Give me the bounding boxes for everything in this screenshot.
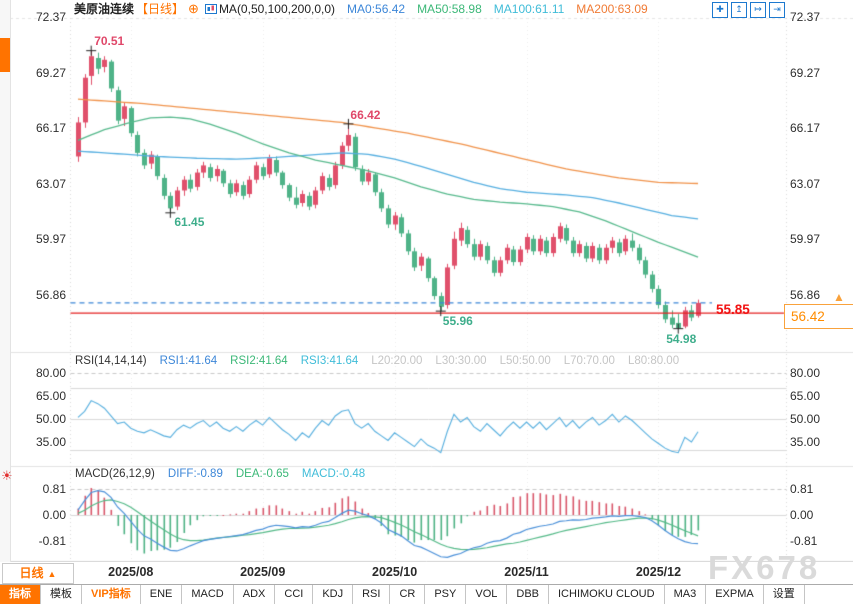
ma-value: MA50:58.98 bbox=[417, 2, 482, 16]
month-label: 2025/12 bbox=[635, 565, 682, 579]
price-axis-label-left: 69.27 bbox=[35, 65, 66, 80]
ma-value: MA0:56.42 bbox=[347, 2, 406, 16]
macd-header: MACD(26,12,9) DIFF:-0.89 DEA:-0.65 MACD:-0.… bbox=[75, 468, 365, 480]
rsi-header-item: RSI(14,14,14) bbox=[75, 355, 147, 367]
month-label: 2025/08 bbox=[108, 565, 154, 579]
price-axis-label-right: 66.17 bbox=[790, 121, 821, 136]
tab-expma[interactable]: EXPMA bbox=[706, 585, 764, 604]
tab-rsi[interactable]: RSI bbox=[353, 585, 391, 604]
tab-设置[interactable]: 设置 bbox=[764, 585, 805, 604]
high-annotation: 66.42 bbox=[350, 107, 381, 122]
price-axis-label-left: 72.37 bbox=[35, 10, 66, 25]
ma-value: MA100:61.11 bbox=[493, 2, 565, 16]
tab-vol[interactable]: VOL bbox=[466, 585, 508, 604]
macd-axis-label-right: 0.00 bbox=[790, 508, 814, 522]
tab-psy[interactable]: PSY bbox=[425, 585, 467, 604]
add-compare-icon[interactable]: ⊕ bbox=[188, 1, 199, 16]
rsi-axis-label-left: 50.00 bbox=[35, 411, 66, 426]
hot-settings-sun-icon[interactable]: ☀ bbox=[1, 468, 13, 483]
rsi-axis-label-left: 35.00 bbox=[35, 434, 66, 449]
rsi-header-item: RSI3:41.64 bbox=[300, 355, 359, 367]
month-label: 2025/09 bbox=[240, 565, 286, 579]
rsi-header-item: L30:30.00 bbox=[435, 355, 487, 367]
rsi-header-item: RSI1:41.64 bbox=[159, 355, 218, 367]
left-toolbar-rail bbox=[0, 0, 11, 562]
period-selector[interactable]: 日线 ▲ bbox=[2, 563, 74, 584]
triangle-up-icon: ▲ bbox=[47, 569, 57, 579]
low-annotation: 55.96 bbox=[442, 314, 473, 329]
price-axis-label-right: 63.07 bbox=[790, 176, 821, 191]
tab-指标[interactable]: 指标 bbox=[0, 585, 41, 604]
tab-dbb[interactable]: DBB bbox=[507, 585, 549, 604]
price-axis-label-left: 56.86 bbox=[35, 288, 66, 302]
macd-axis-label-left: 0.00 bbox=[42, 508, 66, 522]
rsi-axis-label-right: 50.00 bbox=[790, 411, 821, 426]
pan-crosshair-icon[interactable]: ✚ bbox=[712, 2, 728, 18]
tab-kdj[interactable]: KDJ bbox=[313, 585, 354, 604]
tab-ene[interactable]: ENE bbox=[141, 585, 183, 604]
price-axis-label-right: 56.86 bbox=[790, 288, 821, 302]
rsi-axis-label-right: 80.00 bbox=[790, 366, 821, 380]
symbol-name: 美原油连续 bbox=[74, 2, 135, 16]
month-label: 2025/11 bbox=[504, 565, 549, 579]
macd-axis-label-right: -0.81 bbox=[790, 534, 818, 548]
price-axis-label-left: 66.17 bbox=[35, 121, 66, 136]
tab-vip指标[interactable]: VIP指标 bbox=[82, 585, 141, 604]
macd-header-item: MACD(26,12,9) bbox=[75, 468, 155, 480]
price-axis-label-right: 69.27 bbox=[790, 65, 821, 80]
ma-settings-label: MA(0,50,100,200,0,0) bbox=[218, 2, 336, 16]
rsi-header-item: L80:80.00 bbox=[627, 355, 680, 367]
rsi-axis-label-left: 65.00 bbox=[35, 388, 66, 403]
macd-axis-label-right: 0.81 bbox=[790, 481, 814, 496]
price-up-arrow-icon: ▲ bbox=[833, 290, 845, 304]
kline-icon bbox=[204, 1, 217, 19]
tab-ma3[interactable]: MA3 bbox=[665, 585, 707, 604]
period-label: 日线 bbox=[19, 566, 44, 580]
price-axis-label-left: 59.97 bbox=[35, 232, 66, 247]
rsi-header-item: RSI2:41.64 bbox=[230, 355, 288, 367]
price-axis-label-right: 72.37 bbox=[790, 10, 821, 25]
tab-macd[interactable]: MACD bbox=[182, 585, 234, 604]
watermark: FX678 bbox=[708, 549, 821, 586]
ma-value: MA200:63.09 bbox=[576, 2, 648, 16]
timeline-row: 日线 ▲ 2025/08 2025/09 2025/10 2025/11 2025/12 bbox=[0, 562, 853, 584]
indicator-tab-bar: 指标 模板 VIP指标 ENE MACD ADX CCI KDJ RSI CR PSY VOL DBB I… bbox=[0, 584, 853, 604]
price-axis-label-left: 63.07 bbox=[35, 176, 66, 191]
macd-header-item: DEA:-0.65 bbox=[235, 468, 289, 480]
tab-ichimoku-cloud[interactable]: ICHIMOKU CLOUD bbox=[549, 585, 665, 604]
rsi-axis-label-left: 80.00 bbox=[35, 366, 66, 380]
tab-模板[interactable]: 模板 bbox=[41, 585, 82, 604]
high-annotation: 70.51 bbox=[94, 33, 125, 48]
macd-header-item: DIFF:-0.89 bbox=[167, 468, 223, 480]
hline-price-label[interactable]: 55.85 bbox=[716, 302, 750, 317]
macd-header-item: MACD:-0.48 bbox=[301, 468, 366, 480]
price-axis-label-right: 59.97 bbox=[790, 232, 821, 247]
exit-restore-icon[interactable]: ⇥ bbox=[769, 2, 785, 18]
macd-axis-label-left: -0.81 bbox=[38, 534, 66, 548]
macd-axis-label-left: 0.81 bbox=[42, 481, 66, 496]
tab-adx[interactable]: ADX bbox=[234, 585, 276, 604]
month-label: 2025/10 bbox=[372, 565, 418, 579]
rsi-header-item: L70:70.00 bbox=[563, 355, 615, 367]
chart-header: 美原油连续 【日线】 ⊕ MA(0,50,100,200,0,0) MA0:56.42 M… bbox=[74, 0, 648, 18]
rsi-header: RSI(14,14,14) RSI1:41.64 RSI2:41.64 RSI3:41… bbox=[75, 355, 679, 367]
chart-toolbar: ✚ ↥ ↦ ⇥ bbox=[712, 2, 785, 18]
scale-x-axis-icon[interactable]: ↦ bbox=[750, 2, 766, 18]
rsi-axis-label-right: 65.00 bbox=[790, 388, 821, 403]
rsi-axis-label-right: 35.00 bbox=[790, 434, 821, 449]
drawing-tool-handle[interactable] bbox=[0, 38, 10, 72]
tab-cr[interactable]: CR bbox=[390, 585, 426, 604]
rsi-header-item: L50:50.00 bbox=[499, 355, 551, 367]
tab-cci[interactable]: CCI bbox=[275, 585, 314, 604]
low-annotation: 54.98 bbox=[666, 331, 697, 346]
period-tag: 【日线】 bbox=[136, 2, 185, 16]
low-annotation: 61.45 bbox=[174, 214, 205, 229]
ma-values: MA0:56.42 MA50:58.98 MA100:61.11 MA200:63.0… bbox=[335, 2, 648, 16]
last-price-tag: 56.42 bbox=[784, 304, 853, 329]
rsi-header-item: L20:20.00 bbox=[371, 355, 423, 367]
scale-y-axis-icon[interactable]: ↥ bbox=[731, 2, 747, 18]
